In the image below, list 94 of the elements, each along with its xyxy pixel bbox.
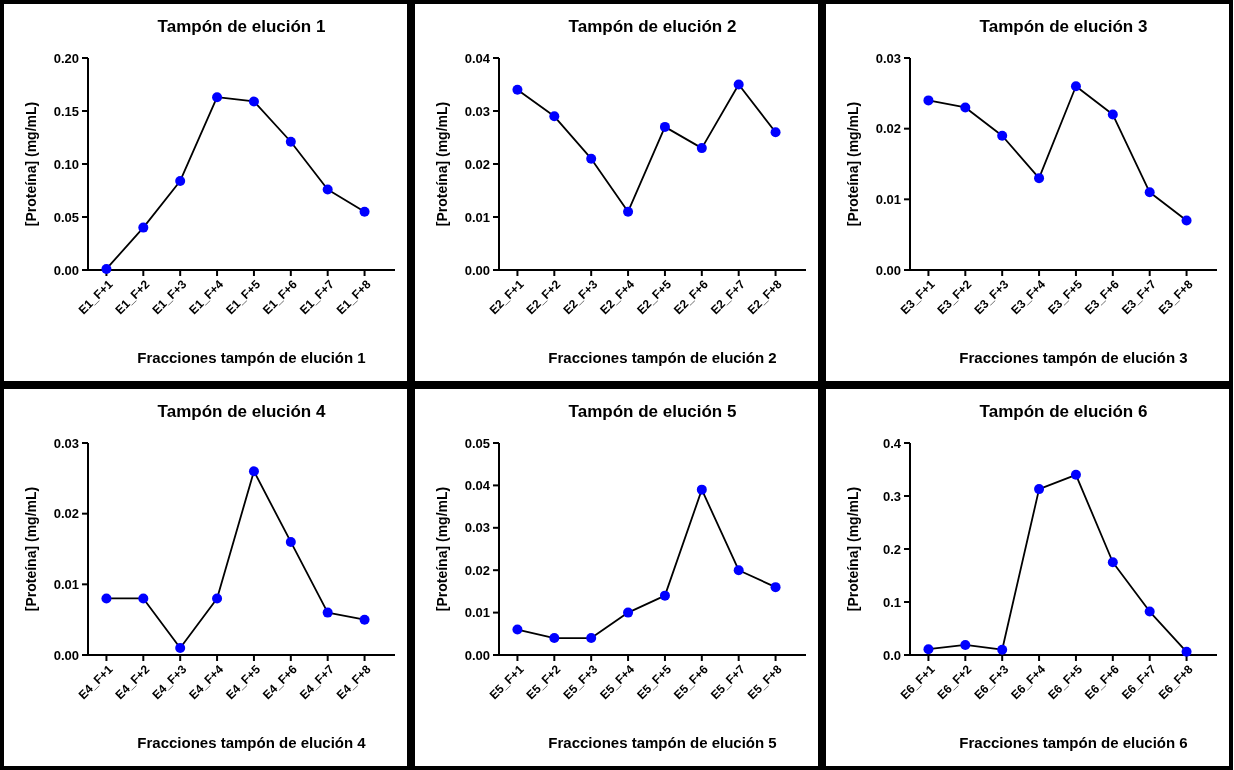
y-tick-label: 0.02 <box>875 121 901 137</box>
chart-title: Tampón de elución 5 <box>568 402 737 421</box>
point <box>696 484 707 495</box>
point <box>1144 187 1155 198</box>
point <box>322 607 333 618</box>
y-tick-label: 0.4 <box>882 435 902 451</box>
point <box>1070 469 1081 480</box>
point <box>1144 606 1155 617</box>
x-axis-title: Fracciones tampón de elución 2 <box>548 349 777 366</box>
y-tick-label: 0.03 <box>875 50 901 66</box>
point <box>1181 215 1192 226</box>
y-tick-label: 0.05 <box>53 209 79 225</box>
y-tick-label: 0.01 <box>53 576 79 592</box>
y-axis-title: [Proteína] (mg/mL) <box>23 486 39 612</box>
point <box>586 153 597 164</box>
point <box>285 536 296 547</box>
point <box>1034 173 1045 184</box>
point <box>512 84 523 95</box>
x-axis-title: Fracciones tampón de elución 3 <box>959 349 1188 366</box>
point <box>623 607 634 618</box>
y-axis-title: [Proteína] (mg/mL) <box>845 101 861 227</box>
point <box>997 644 1008 655</box>
chart-title: Tampón de elución 6 <box>979 402 1148 421</box>
point <box>212 92 223 103</box>
y-tick-label: 0.00 <box>53 647 79 663</box>
y-tick-label: 0.0 <box>882 647 901 663</box>
chart-title: Tampón de elución 3 <box>979 17 1148 36</box>
point <box>770 127 781 138</box>
point <box>1181 646 1192 657</box>
point <box>138 222 149 233</box>
point <box>770 582 781 593</box>
point <box>659 121 670 132</box>
x-axis-title: Fracciones tampón de elución 6 <box>959 734 1188 751</box>
y-tick-label: 0.2 <box>882 541 901 557</box>
y-tick-label: 0.01 <box>464 209 490 225</box>
point <box>960 102 971 113</box>
point <box>733 79 744 90</box>
point <box>1107 109 1118 120</box>
point <box>359 206 370 217</box>
point <box>138 593 149 604</box>
point <box>659 590 670 601</box>
point <box>549 111 560 122</box>
y-axis-title: [Proteína] (mg/mL) <box>23 101 39 227</box>
point <box>1070 81 1081 92</box>
point <box>923 95 934 106</box>
point <box>248 96 259 107</box>
point <box>512 624 523 635</box>
point <box>623 206 634 217</box>
point <box>285 136 296 147</box>
point <box>549 633 560 644</box>
point <box>1107 557 1118 568</box>
point <box>586 633 597 644</box>
point <box>997 130 1008 141</box>
y-tick-label: 0.00 <box>875 262 901 278</box>
y-axis-title: [Proteína] (mg/mL) <box>434 486 450 612</box>
y-tick-label: 0.00 <box>53 262 79 278</box>
x-axis-title: Fracciones tampón de elución 1 <box>137 349 366 366</box>
point <box>696 143 707 154</box>
y-tick-label: 0.03 <box>464 520 490 536</box>
y-tick-label: 0.04 <box>464 477 491 493</box>
point <box>733 565 744 576</box>
y-tick-label: 0.15 <box>53 103 79 119</box>
y-tick-label: 0.00 <box>464 647 490 663</box>
y-tick-label: 0.02 <box>464 156 490 172</box>
y-tick-label: 0.01 <box>875 191 901 207</box>
point <box>212 593 223 604</box>
y-tick-label: 0.02 <box>464 562 490 578</box>
y-tick-label: 0.3 <box>882 488 901 504</box>
y-axis-title: [Proteína] (mg/mL) <box>845 486 861 612</box>
y-tick-label: 0.03 <box>464 103 490 119</box>
y-axis-title: [Proteína] (mg/mL) <box>434 101 450 227</box>
point <box>101 593 112 604</box>
point <box>923 644 934 655</box>
point <box>248 466 259 477</box>
y-tick-label: 0.10 <box>53 156 79 172</box>
y-tick-label: 0.01 <box>464 605 490 621</box>
y-tick-label: 0.02 <box>53 506 79 522</box>
x-axis-title: Fracciones tampón de elución 5 <box>548 734 777 751</box>
y-tick-label: 0.03 <box>53 435 79 451</box>
y-tick-label: 0.00 <box>464 262 490 278</box>
point <box>175 642 186 653</box>
point <box>960 639 971 650</box>
point <box>359 614 370 625</box>
point <box>322 184 333 195</box>
chart-title: Tampón de elución 4 <box>157 402 326 421</box>
y-tick-label: 0.04 <box>464 50 491 66</box>
chart-title: Tampón de elución 1 <box>157 17 326 36</box>
x-axis-title: Fracciones tampón de elución 4 <box>137 734 367 751</box>
chart-title: Tampón de elución 2 <box>568 17 737 36</box>
point <box>1034 484 1045 495</box>
y-tick-label: 0.1 <box>882 594 901 610</box>
point <box>175 175 186 186</box>
y-tick-label: 0.05 <box>464 435 490 451</box>
y-tick-label: 0.20 <box>53 50 79 66</box>
